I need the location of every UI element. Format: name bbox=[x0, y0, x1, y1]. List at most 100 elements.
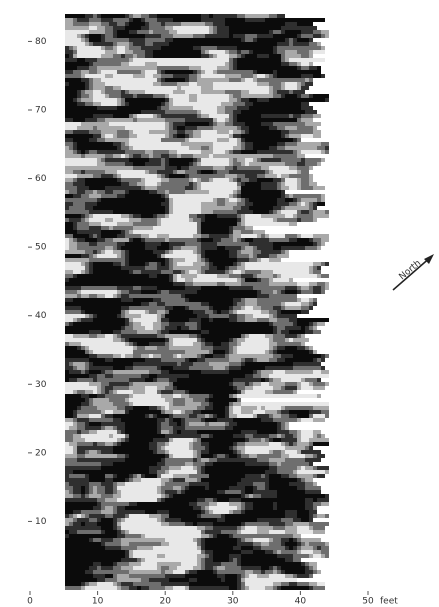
raster-cell bbox=[193, 566, 201, 570]
raster-cell bbox=[65, 322, 69, 326]
raster-cell bbox=[113, 134, 117, 138]
raster-cell bbox=[237, 258, 249, 262]
raster-cell bbox=[141, 578, 149, 582]
raster-cell bbox=[209, 414, 213, 418]
raster-cell bbox=[305, 202, 309, 206]
raster-cell bbox=[141, 110, 165, 114]
raster-cell bbox=[69, 242, 77, 246]
raster-cell bbox=[217, 574, 225, 578]
raster-cell bbox=[193, 506, 201, 510]
raster-cell bbox=[161, 46, 193, 50]
raster-cell bbox=[133, 322, 141, 326]
raster-cell bbox=[273, 350, 277, 354]
raster-cell bbox=[237, 450, 241, 454]
raster-cell bbox=[149, 26, 165, 30]
raster-cell bbox=[285, 198, 293, 202]
raster-cell bbox=[217, 122, 225, 126]
raster-cell bbox=[253, 254, 257, 258]
raster-cell bbox=[173, 210, 201, 214]
raster-cell bbox=[101, 422, 125, 426]
raster-cell bbox=[201, 110, 217, 114]
raster-cell bbox=[305, 446, 309, 450]
raster-cell bbox=[269, 282, 297, 286]
raster-cell bbox=[209, 506, 237, 510]
raster-cell bbox=[229, 346, 233, 350]
raster-cell bbox=[81, 582, 85, 586]
raster-cell bbox=[245, 198, 249, 202]
raster-cell bbox=[245, 142, 253, 146]
raster-cell bbox=[85, 438, 117, 442]
raster-cell bbox=[241, 78, 245, 82]
raster-cell bbox=[301, 118, 313, 122]
raster-cell bbox=[181, 294, 185, 298]
raster-cell bbox=[261, 122, 273, 126]
raster-cell bbox=[273, 218, 277, 222]
raster-cell bbox=[281, 538, 289, 542]
raster-cell bbox=[237, 530, 241, 534]
raster-cell bbox=[157, 378, 169, 382]
raster-cell bbox=[213, 86, 269, 90]
raster-cell bbox=[185, 278, 193, 282]
raster-cell bbox=[317, 434, 321, 438]
raster-cell bbox=[297, 182, 301, 186]
raster-cell bbox=[117, 490, 121, 494]
raster-cell bbox=[129, 290, 141, 294]
raster-cell bbox=[233, 134, 241, 138]
raster-cell bbox=[197, 178, 201, 182]
raster-cell bbox=[201, 442, 209, 446]
raster-cell bbox=[225, 50, 229, 54]
raster-cell bbox=[209, 54, 213, 58]
raster-cell bbox=[113, 246, 117, 250]
raster-cell bbox=[145, 22, 149, 26]
raster-cell bbox=[281, 406, 285, 410]
raster-cell bbox=[65, 234, 73, 238]
raster-cell bbox=[189, 166, 213, 170]
raster-cell bbox=[297, 414, 309, 418]
raster-cell bbox=[225, 566, 241, 570]
raster-cell bbox=[169, 278, 173, 282]
raster-cell bbox=[205, 270, 225, 274]
raster-cell bbox=[201, 542, 205, 546]
raster-cell bbox=[65, 138, 73, 142]
raster-cell bbox=[305, 454, 313, 458]
raster-cell bbox=[105, 370, 113, 374]
raster-cell bbox=[189, 570, 197, 574]
raster-cell bbox=[97, 126, 125, 130]
raster-cell bbox=[105, 30, 113, 34]
raster-cell bbox=[301, 306, 309, 310]
raster-cell bbox=[89, 130, 101, 134]
raster-cell bbox=[65, 482, 69, 486]
raster-cell bbox=[241, 90, 249, 94]
raster-cell bbox=[245, 278, 257, 282]
raster-cell bbox=[121, 538, 165, 542]
raster-cell bbox=[81, 194, 89, 198]
raster-cell bbox=[181, 490, 185, 494]
raster-cell bbox=[293, 390, 297, 394]
raster-cell bbox=[65, 550, 125, 554]
raster-cell bbox=[277, 410, 281, 414]
raster-cell bbox=[285, 574, 293, 578]
raster-cell bbox=[269, 574, 285, 578]
raster-cell bbox=[161, 330, 169, 334]
raster-cell bbox=[285, 30, 301, 34]
raster-cell bbox=[117, 242, 125, 246]
raster-cell bbox=[201, 254, 205, 258]
raster-cell bbox=[77, 274, 149, 278]
raster-cell bbox=[269, 74, 273, 78]
raster-cell bbox=[117, 102, 121, 106]
raster-cell bbox=[269, 538, 273, 542]
raster-cell bbox=[265, 366, 293, 370]
raster-cell bbox=[101, 506, 105, 510]
raster-cell bbox=[205, 218, 237, 222]
raster-cell bbox=[97, 294, 105, 298]
raster-cell bbox=[77, 406, 81, 410]
raster-cell bbox=[233, 102, 245, 106]
raster-cell bbox=[297, 282, 309, 286]
raster-cell bbox=[273, 210, 277, 214]
raster-cell bbox=[209, 146, 213, 150]
raster-cell bbox=[217, 26, 229, 30]
raster-cell bbox=[209, 402, 213, 406]
raster-cell bbox=[225, 426, 233, 430]
raster-cell bbox=[93, 442, 97, 446]
raster-cell bbox=[73, 518, 77, 522]
